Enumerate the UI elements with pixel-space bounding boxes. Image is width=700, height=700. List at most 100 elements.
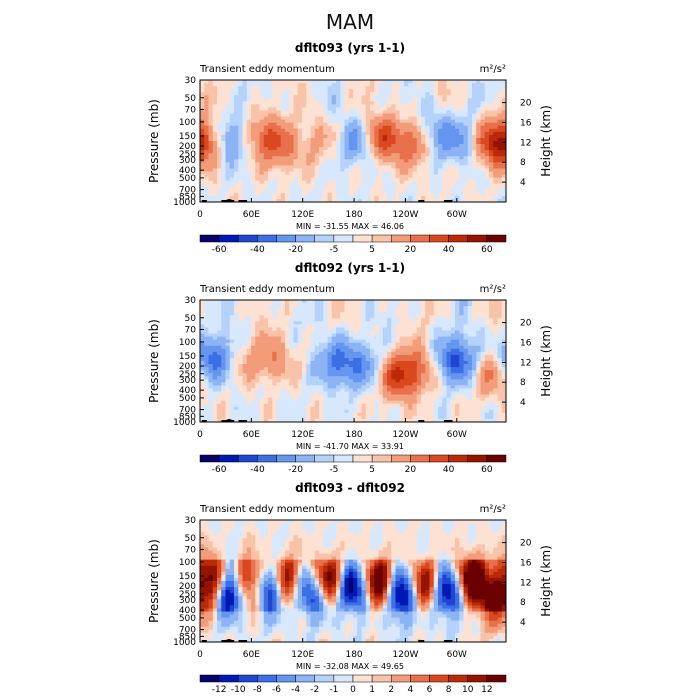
heatmap-cell [263, 134, 269, 139]
heatmap-cell [340, 92, 345, 96]
heatmap-cell [212, 318, 218, 322]
heatmap-cell [314, 189, 320, 194]
heatmap-cell [327, 351, 333, 356]
heatmap-cell [255, 122, 260, 127]
heatmap-cell [212, 113, 218, 118]
heatmap-cell [480, 324, 486, 328]
heatmap-cell [255, 177, 260, 182]
heatmap-cell [242, 324, 248, 328]
heatmap-cell [336, 98, 341, 102]
heatmap-cell [310, 134, 316, 139]
heatmap-cell [501, 373, 507, 377]
heatmap-cell [365, 309, 371, 313]
heatmap-cell [484, 125, 490, 130]
heatmap-cell [348, 150, 354, 154]
heatmap-cell [348, 128, 354, 133]
heatmap-cell [289, 198, 294, 203]
heatmap-cell [497, 125, 503, 130]
heatmap-cell [323, 162, 328, 166]
heatmap-cell [204, 315, 209, 319]
heatmap-cell [438, 144, 443, 148]
heatmap-cell [238, 324, 243, 328]
heatmap-cell [455, 192, 460, 197]
heatmap-cell [391, 324, 396, 328]
heatmap-cell [442, 300, 447, 304]
heatmap-cell [297, 141, 303, 145]
heatmap-cell [484, 186, 490, 191]
heatmap-cell [344, 98, 350, 102]
heatmap-cell [242, 354, 248, 359]
heatmap-cell [319, 89, 324, 93]
heatmap-cell [289, 376, 294, 380]
heatmap-cell [446, 183, 452, 188]
heatmap-cell [212, 342, 218, 347]
heatmap-cell [425, 330, 430, 335]
heatmap-cell [225, 159, 231, 163]
heatmap-cell [501, 364, 507, 368]
heatmap-cell [319, 330, 324, 335]
heatmap-cell [480, 131, 486, 136]
heatmap-cell [268, 101, 273, 105]
heatmap-cell [370, 165, 375, 169]
heatmap-cell [268, 192, 273, 197]
heatmap-cell [314, 330, 320, 335]
heatmap-cell [370, 327, 375, 331]
heatmap-cell [425, 110, 430, 115]
heatmap-cell [433, 122, 439, 127]
heatmap-cell [229, 354, 235, 359]
heatmap-cell [336, 125, 341, 130]
heatmap-cell [459, 315, 464, 319]
heatmap-cell [484, 339, 490, 344]
heatmap-cell [289, 101, 294, 105]
heatmap-cell [387, 171, 392, 176]
heatmap-cell [416, 357, 422, 362]
heatmap-cell [450, 98, 456, 102]
heatmap-cell [280, 330, 286, 335]
heatmap-cell [472, 144, 477, 148]
heatmap-cell [306, 156, 311, 160]
heatmap-cell [285, 198, 290, 203]
heatmap-cell [212, 80, 218, 84]
heatmap-cell [374, 300, 379, 304]
heatmap-cell [319, 147, 324, 151]
heatmap-cell [476, 364, 481, 368]
heatmap-cell [212, 357, 218, 362]
heatmap-cell [310, 165, 316, 169]
heatmap-cell [404, 80, 409, 84]
heatmap-cell [476, 128, 481, 133]
heatmap-cell [455, 367, 460, 371]
heatmap-cell [289, 156, 294, 160]
heatmap-cell [493, 116, 498, 121]
heatmap-cell [357, 95, 362, 99]
heatmap-cell [331, 119, 337, 124]
heatmap-cell [293, 92, 299, 96]
heatmap-cell [442, 141, 447, 145]
heatmap-cell [259, 116, 265, 121]
heatmap-cell [365, 101, 371, 105]
heatmap-cell [425, 300, 430, 304]
heatmap-cell [489, 92, 494, 96]
heatmap-cell [459, 137, 464, 142]
heatmap-cell [319, 86, 324, 90]
heatmap-cell [229, 324, 235, 328]
heatmap-cell [314, 89, 320, 93]
heatmap-cell [370, 86, 375, 90]
heatmap-cell [336, 83, 341, 87]
heatmap-cell [238, 101, 243, 105]
heatmap-cell [314, 183, 320, 188]
heatmap-cell [412, 89, 418, 93]
heatmap-cell [204, 370, 209, 374]
heatmap-cell [229, 357, 235, 362]
heatmap-cell [353, 183, 358, 188]
heatmap-cell [238, 125, 243, 130]
heatmap-cell [242, 351, 248, 356]
heatmap-cell [310, 321, 316, 325]
heatmap-cell [412, 144, 418, 148]
heatmap-cell [331, 144, 337, 148]
heatmap-cell [467, 309, 473, 313]
heatmap-cell [378, 165, 384, 169]
heatmap-cell [344, 128, 350, 133]
heatmap-cell [263, 101, 269, 105]
heatmap-cell [310, 119, 316, 124]
heatmap-cell [382, 168, 388, 172]
